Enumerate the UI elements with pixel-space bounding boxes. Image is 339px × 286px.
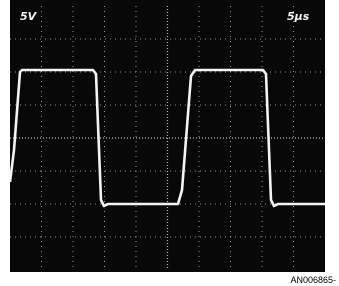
page: 5V 5μs AN006865- (() => { const data = J…	[0, 0, 339, 286]
volts-per-division: 5V	[20, 10, 38, 23]
oscilloscope-screenshot: 5V 5μs AN006865-	[0, 0, 339, 286]
figure-id: AN006865-	[290, 275, 336, 285]
time-per-division: 5μs	[287, 10, 310, 23]
